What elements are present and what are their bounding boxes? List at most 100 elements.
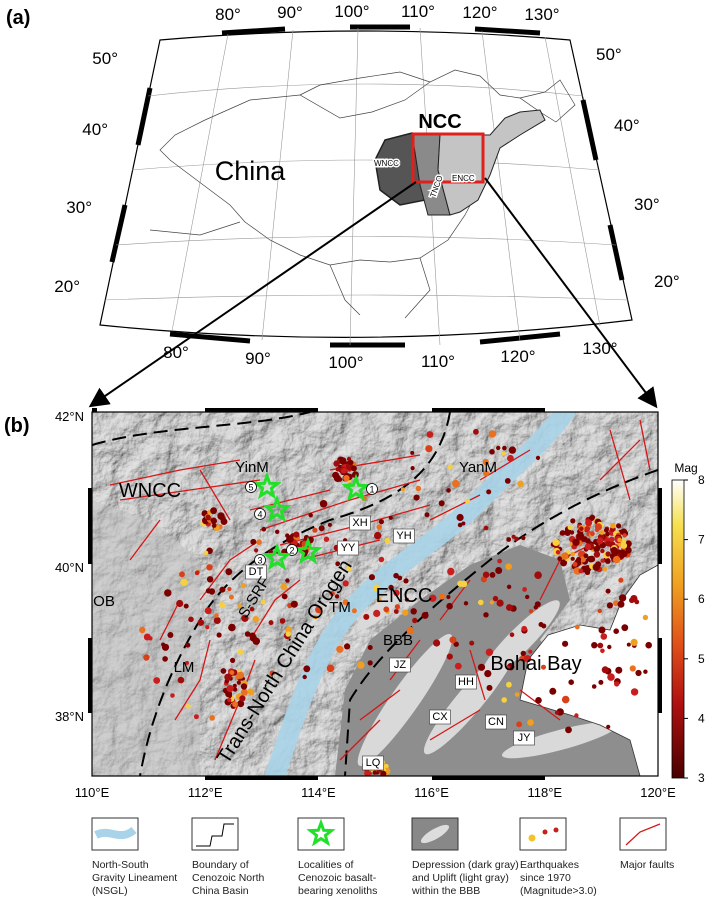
earthquake [446, 653, 453, 660]
lon-label: 120° [500, 347, 535, 366]
earthquake [170, 693, 175, 698]
earthquake [517, 480, 524, 487]
earthquake [486, 489, 492, 495]
earthquake [339, 457, 347, 465]
lon-label: 110°E [75, 785, 110, 800]
earthquake [588, 557, 593, 563]
earthquake [415, 485, 422, 492]
earthquake [218, 602, 226, 609]
earthquake [528, 609, 534, 614]
earthquake [205, 514, 211, 520]
colorbar-tick-label: 3 [698, 771, 705, 785]
earthquake [220, 515, 226, 522]
earthquake [374, 531, 382, 540]
earthquake [206, 564, 213, 571]
earthquake [630, 595, 638, 603]
earthquake [506, 537, 512, 542]
earthquake [613, 600, 619, 606]
xenolith-star [262, 494, 292, 523]
lon-label: 80° [163, 343, 189, 362]
earthquake [229, 670, 235, 675]
earthquake [610, 523, 616, 529]
earthquake [483, 612, 489, 618]
earthquake [591, 642, 598, 649]
legend-text: within the BBB [411, 885, 480, 897]
earthquake [469, 640, 475, 646]
label-box [337, 540, 359, 556]
earthquake [247, 688, 255, 696]
earthquake [139, 626, 146, 634]
lat-label: 20° [654, 272, 680, 291]
earthquake [485, 648, 494, 656]
earthquake [622, 533, 627, 538]
earthquake [249, 632, 256, 640]
lon-label: 116°E [414, 785, 449, 800]
earthquake [559, 530, 566, 536]
legend-text: Boundary of [192, 859, 249, 871]
earthquake [605, 588, 611, 594]
earthquake [525, 594, 530, 600]
legend-text: China Basin [192, 885, 249, 897]
earthquake [357, 661, 365, 669]
earthquake [570, 551, 576, 557]
earthquake [562, 640, 569, 647]
place-label: ENCC [376, 585, 433, 607]
label-box [349, 515, 371, 531]
earthquake [164, 589, 172, 597]
legend-text: (NSGL) [92, 885, 128, 897]
earthquake [230, 657, 236, 664]
lon-label: 90° [277, 3, 303, 22]
earthquake [193, 714, 199, 720]
earthquake [285, 533, 290, 538]
earthquake [600, 558, 605, 563]
earthquake [352, 471, 359, 479]
earthquake [521, 625, 528, 632]
site-number: 1 [369, 484, 374, 494]
bohai-bay [519, 564, 658, 776]
lon-label: 90° [245, 349, 271, 368]
earthquake [367, 645, 373, 650]
earthquake [574, 624, 580, 630]
earthquake [495, 567, 503, 574]
earthquake [177, 676, 185, 684]
xenolith-star [293, 536, 323, 565]
earthquake [501, 451, 506, 456]
earthquake [268, 549, 273, 554]
earthquake [179, 571, 185, 578]
earthquake [584, 526, 591, 532]
earthquake [457, 580, 464, 587]
earthquake [368, 574, 375, 581]
earthquake [461, 521, 466, 526]
earthquake [595, 544, 601, 551]
earthquake [343, 475, 350, 482]
earthquake [520, 650, 526, 657]
earthquake [232, 687, 238, 692]
earthquake [541, 623, 547, 629]
earthquake [364, 770, 370, 776]
legend-text: bearing xenoliths [298, 885, 377, 897]
legend-text: Localities of [298, 859, 354, 871]
earthquake [605, 558, 611, 564]
earthquake [645, 641, 652, 649]
earthquake [315, 605, 323, 614]
earthquake [348, 459, 354, 466]
lat-label: 30° [66, 198, 92, 217]
earthquake [630, 638, 638, 647]
earthquake [606, 602, 614, 609]
earthquake [617, 600, 625, 608]
earthquake [630, 688, 639, 696]
earthquake [607, 673, 615, 681]
place-label: OB [93, 593, 115, 610]
place-label: DT [249, 566, 264, 578]
earthquake [197, 619, 205, 626]
earthquake [592, 563, 600, 571]
earthquake [410, 608, 417, 615]
earthquake [153, 677, 161, 684]
map-body [92, 412, 658, 776]
place-label: YH [396, 530, 411, 542]
colorbar: Mag 3 4 5 6 7 8 [671, 461, 705, 785]
coordinate-labels: 42°N 40°N 38°N 110°E 112°E 114°E 116°E 118°E 120… [55, 409, 676, 800]
earthquake [511, 534, 516, 539]
earthquake [489, 572, 496, 578]
